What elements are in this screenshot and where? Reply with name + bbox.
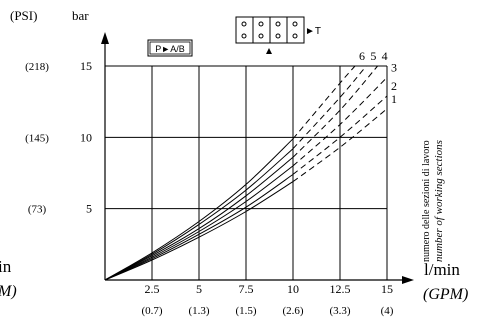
x-unit-gpm-fragment: M) [0, 283, 17, 300]
x-tick-gpm-label: (1.5) [235, 305, 256, 317]
path-box: P►A/B [147, 39, 193, 57]
series-line-1-solid [104, 181, 294, 281]
x-tick-label: 10 [287, 282, 299, 296]
y-tick-label: 15 [80, 59, 92, 73]
series-line-5-dashed [292, 65, 367, 150]
y-axis-arrow-icon [101, 32, 109, 44]
valve-symbol-icon [235, 16, 305, 54]
y-tick-label: 10 [80, 130, 92, 144]
y-tick-psi-label: (145) [25, 132, 49, 144]
x-axis-arrow-icon [402, 276, 414, 284]
series-label: 2 [391, 79, 397, 93]
series-line-4-solid [104, 156, 294, 281]
y-unit-bar-label: bar [72, 8, 89, 23]
y-tick-label: 5 [86, 202, 92, 216]
series-line-5-solid [104, 148, 294, 281]
series-label: 4 [382, 49, 388, 63]
x-unit-lmin-label: l/min [424, 260, 460, 279]
x-unit-lmin-fragment: in [0, 257, 12, 276]
series-line-1-dashed [292, 108, 388, 183]
y-tick-psi-label: (73) [28, 204, 47, 216]
y-tick-psi-label: (218) [25, 61, 49, 73]
series-line-3-solid [104, 165, 294, 281]
series-label: 5 [370, 49, 376, 63]
series-curves [104, 65, 388, 281]
series-line-6-dashed [292, 65, 356, 140]
y-unit-psi-label: (PSI) [10, 8, 37, 23]
x-tick-gpm-label: (1.3) [188, 305, 209, 317]
series-label: 1 [391, 92, 397, 106]
series-line-6-solid [104, 138, 294, 281]
x-tick-gpm-label: (3.3) [329, 305, 350, 317]
grid [105, 65, 388, 280]
series-line-3-dashed [292, 77, 388, 167]
valve-symbol-label: ►T [305, 26, 321, 37]
x-tick-gpm-label: (2.6) [282, 305, 303, 317]
series-line-2-dashed [292, 95, 388, 175]
working-sections-label-it: numero delle sezioni di lavoro [421, 140, 432, 262]
x-unit-gpm-label: (GPM) [423, 286, 468, 303]
x-tick-gpm-label: (4) [381, 305, 394, 317]
x-tick-label: 7.5 [239, 282, 254, 296]
series-label: 3 [391, 60, 397, 74]
series-line-2-solid [104, 173, 294, 281]
x-tick-label: 5 [196, 282, 202, 296]
x-tick-label: 15 [381, 282, 393, 296]
x-tick-labels: 2.5 (0.7) 5 (1.3) 7.5 (1.5) 10 (2.6) 12.5 (3.3) 15… [141, 282, 393, 317]
x-tick-gpm-label: (0.7) [141, 305, 162, 317]
series-label: 6 [359, 49, 365, 63]
path-box-label: P►A/B [155, 44, 184, 54]
series-line-4-dashed [292, 65, 378, 158]
x-tick-label: 12.5 [330, 282, 351, 296]
y-tick-labels: 5 (73) 10 (145) 15 (218) [25, 59, 92, 216]
working-sections-label-en: number of working sections [433, 140, 445, 262]
x-tick-label: 2.5 [145, 282, 160, 296]
